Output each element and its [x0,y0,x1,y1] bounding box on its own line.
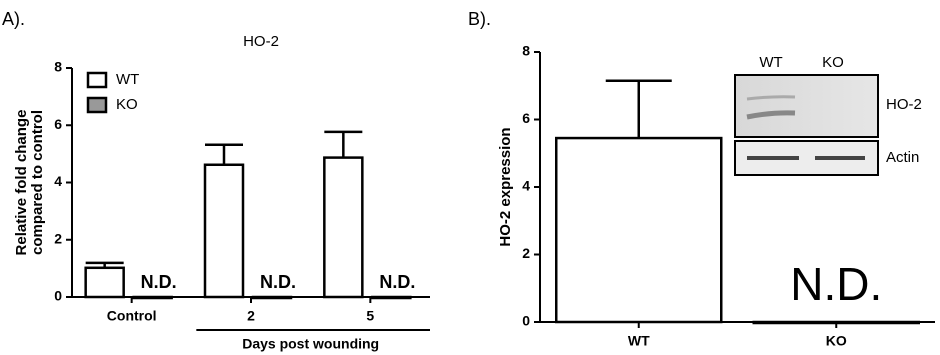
bar [134,297,172,298]
y-axis-label: compared to control [29,110,46,255]
panel-label: A). [2,9,25,29]
x-tick-label: WT [628,333,650,349]
x-tick-label: KO [826,333,847,349]
blot-ho2 [735,75,878,137]
value-label: N.D. [260,272,296,292]
value-label: N.D. [379,272,415,292]
y-tick-label: 8 [522,43,530,59]
y-tick-label: 6 [522,110,530,126]
y-axis-label: Relative fold change [13,110,30,256]
bar [556,138,721,322]
inset-band-label: Actin [886,149,919,166]
bar [372,297,410,298]
inset-lane-label: WT [759,54,782,71]
x-tick-label: Control [107,308,157,324]
y-tick-label: 6 [54,116,62,132]
panel-label: B). [468,9,491,29]
x-tick-label: 5 [366,308,374,324]
bar [754,322,919,323]
y-tick-label: 2 [54,230,62,246]
inset-band-label: HO-2 [886,96,922,113]
y-tick-label: 0 [522,313,530,329]
value-label: N.D. [141,272,177,292]
legend-swatch [88,73,106,87]
legend-label: WT [116,71,139,88]
legend-label: KO [116,96,138,113]
bar [253,297,291,298]
bar [86,268,124,297]
figure: A). HO-2 Relative fold changecompared to c… [0,0,940,355]
y-tick-label: 0 [54,288,62,304]
inset-lane-label: KO [822,54,844,71]
y-tick-label: 4 [522,178,530,194]
bar [324,158,362,297]
legend-swatch [88,98,106,112]
y-tick-label: 2 [522,245,530,261]
y-tick-label: 4 [54,173,62,189]
y-tick-label: 8 [54,59,62,75]
bar [205,165,243,297]
chart-title: HO-2 [243,33,279,50]
x-axis-label: Days post wounding [242,336,379,352]
x-tick-label: 2 [247,308,255,324]
value-label: N.D. [790,258,882,310]
y-axis-label: HO-2 expression [497,127,514,246]
